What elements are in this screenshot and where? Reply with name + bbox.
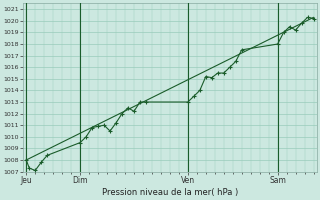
X-axis label: Pression niveau de la mer( hPa ): Pression niveau de la mer( hPa ) xyxy=(102,188,238,197)
